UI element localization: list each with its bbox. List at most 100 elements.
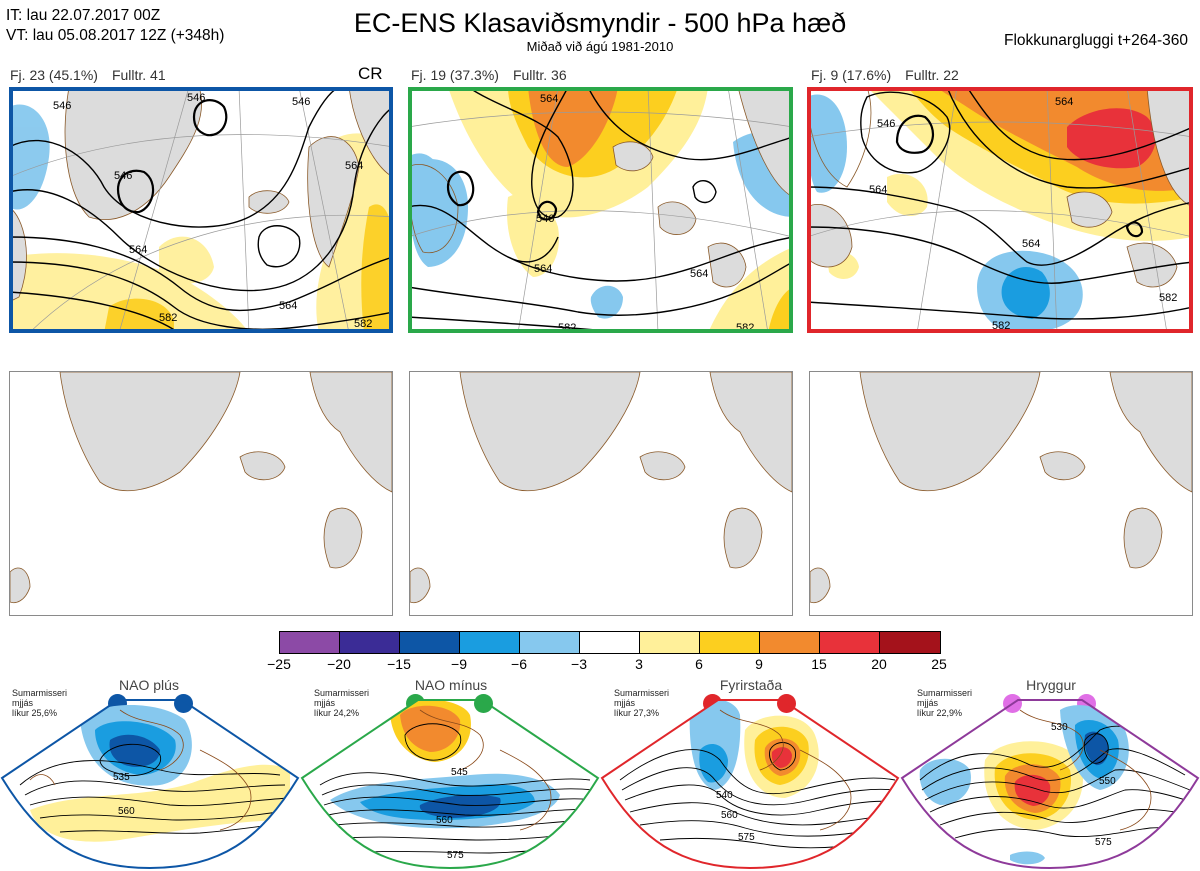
cluster-1-map: 546 546 546 564 564 564 582 582 546 [9,87,393,333]
cluster-3-map: 546 564 564 564 582 582 [807,87,1193,333]
colorbar-tick-label: −15 [387,656,411,672]
colorbar-swatch [700,632,760,653]
note-line: líkur 25,6% [12,708,58,718]
cluster-1-fj: Fj. 23 (45.1%) [10,67,98,83]
note-line: mjjás [614,698,636,708]
note-line: líkur 22,9% [917,708,963,718]
regime-4-map: 530 550 575 [919,705,1196,865]
contour-label: 582 [354,318,372,330]
colorbar-tick-label: 9 [755,656,763,672]
cluster-3-label: Fj. 9 (17.6%) Fulltr. 22 [811,67,973,83]
regime-2-outline [300,699,600,870]
colorbar-tick-label: 3 [635,656,643,672]
contour-label: 550 [1099,776,1116,787]
cluster-1-fulltr: Fulltr. 41 [111,67,166,83]
cluster-2-fulltr: Fulltr. 36 [512,67,567,83]
run-times: IT: lau 22.07.2017 00Z VT: lau 05.08.201… [6,6,224,46]
geopotential-contours [807,87,1193,320]
colorbar-tick-label: −20 [327,656,351,672]
contour-label: 546 [187,92,205,104]
colorbar-swatch [400,632,460,653]
colorbar-tick-label: 6 [695,656,703,672]
colorbar-swatch [820,632,880,653]
regime-3-outline [600,699,900,870]
contour-label: 575 [447,850,464,861]
land-areas [408,87,793,288]
contour-label: 546 [53,100,71,112]
land-areas [807,87,1193,288]
contour-label: 546 [114,170,132,182]
regime-4-note: Sumarmisseri mjjás líkur 22,9% [917,688,972,718]
contour-label: 564 [869,184,887,196]
regime-2-marker-dot [474,694,493,713]
regime-1-note: Sumarmisseri mjjás líkur 25,6% [12,688,67,718]
colorbar-tick-label: −3 [571,656,587,672]
colorbar-tick-label: −6 [511,656,527,672]
regime-3-note: Sumarmisseri mjjás líkur 27,3% [614,688,669,718]
cluster-1-label: Fj. 23 (45.1%) Fulltr. 41 [10,67,180,83]
colorbar-swatch [880,632,940,653]
cluster-2-fj: Fj. 19 (37.3%) [411,67,499,83]
contour-label: 575 [1095,837,1112,848]
contour-label: 546 [877,118,895,130]
contour-label: 545 [451,767,468,778]
note-line: líkur 27,3% [614,708,660,718]
regime-1-title: NAO plús [119,677,179,693]
regime-2-title: NAO mínus [414,677,488,693]
colorbar-tick-label: 25 [931,656,947,672]
contour-label: 560 [436,815,453,826]
contour-labels: 564 546 564 564 582 582 [534,93,754,333]
contour-label: 575 [738,832,755,843]
note-line: mjjás [917,698,939,708]
contour-label: 546 [292,96,310,108]
note-line: Sumarmisseri [917,688,973,698]
contour-label: 582 [1159,292,1177,304]
page-title: EC-ENS Klasaviðsmyndir - 500 hPa hæð [353,8,847,38]
geopotential-contours [9,87,393,333]
colorbar-swatch [580,632,640,653]
colorbar-swatch [520,632,580,653]
initial-time: IT: lau 22.07.2017 00Z [6,7,161,24]
contour-label: 564 [534,263,552,275]
valid-time: VT: lau 05.08.2017 12Z (+348h) [6,27,225,44]
regime-2-note: Sumarmisseri mjjás líkur 24,2% [314,688,369,718]
classification-window: Flokkunargluggi t+264-360 [1004,32,1188,49]
cluster-2-map: 564 546 564 564 582 582 [408,87,793,333]
graticule [408,87,793,333]
colorbar-tick-label: −9 [451,656,467,672]
contour-label: 540 [716,790,733,801]
regime-1-map: 535 560 [19,705,291,842]
colorbar-swatch [280,632,340,653]
colorbar-swatch [760,632,820,653]
contour-label: 564 [279,300,297,312]
regime-3-title: Fyrirstaða [719,677,783,693]
land-areas [9,87,393,303]
regime-1-outline [0,699,300,870]
contour-label: 560 [721,810,738,821]
contour-label: 582 [159,312,177,324]
cluster-2-label: Fj. 19 (37.3%) Fulltr. 36 [411,67,581,83]
contour-label: 564 [1022,238,1040,250]
cluster-1-tag: CR [358,64,383,83]
contour-label: 564 [1055,96,1073,108]
graticule [9,87,393,333]
cluster-3-fj: Fj. 9 (17.6%) [811,67,892,83]
note-line: Sumarmisseri [12,688,68,698]
colorbar-tick-label: 20 [871,656,887,672]
empty-map-1 [9,371,393,616]
contour-label: 560 [118,806,135,817]
regime-4-outline [900,699,1200,870]
contour-label: 564 [129,244,147,256]
contour-label: 582 [558,322,576,333]
regime-4-title: Hryggur [1026,677,1076,693]
regime-2-map: 545 560 575 [319,700,596,861]
contour-label: 564 [345,160,363,172]
contour-label: 546 [536,213,554,225]
contour-label: 530 [1051,722,1068,733]
colorbar-swatch [460,632,520,653]
empty-map-2 [409,371,793,616]
note-line: Sumarmisseri [614,688,670,698]
geopotential-contours [408,87,793,333]
colorbar-swatch [340,632,400,653]
anomaly-fields [408,87,793,333]
